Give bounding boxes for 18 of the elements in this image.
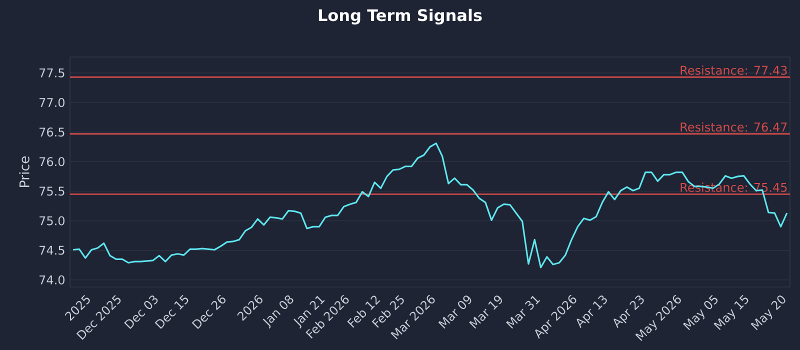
y-tick-label: 74.5 [40, 246, 64, 255]
y-tick-label: 77.5 [40, 68, 64, 78]
y-tick-label: 75.5 [40, 186, 64, 196]
x-tick-label: Mar 31 [506, 296, 540, 329]
x-tick-label: Dec 26 [192, 294, 226, 330]
ref-line-label: Resistance: 77.43 [680, 66, 787, 75]
ref-line-label: Resistance: 75.45 [680, 182, 787, 192]
y-axis-title: Price [19, 156, 30, 187]
x-tick-label: Jan 08 [262, 295, 294, 329]
y-tick-label: 76.5 [40, 128, 64, 137]
x-tick-label: Apr 23 [614, 295, 644, 328]
y-tick-label: 76.0 [40, 157, 64, 166]
chart-title: Long Term Signals [318, 8, 482, 24]
y-tick-label: 74.0 [40, 275, 64, 284]
ref-line-label: Resistance: 76.47 [680, 122, 787, 132]
y-tick-label: 77.0 [40, 98, 64, 108]
x-tick-label: Apr 13 [576, 295, 607, 328]
y-tick-label: 75.0 [40, 216, 64, 226]
